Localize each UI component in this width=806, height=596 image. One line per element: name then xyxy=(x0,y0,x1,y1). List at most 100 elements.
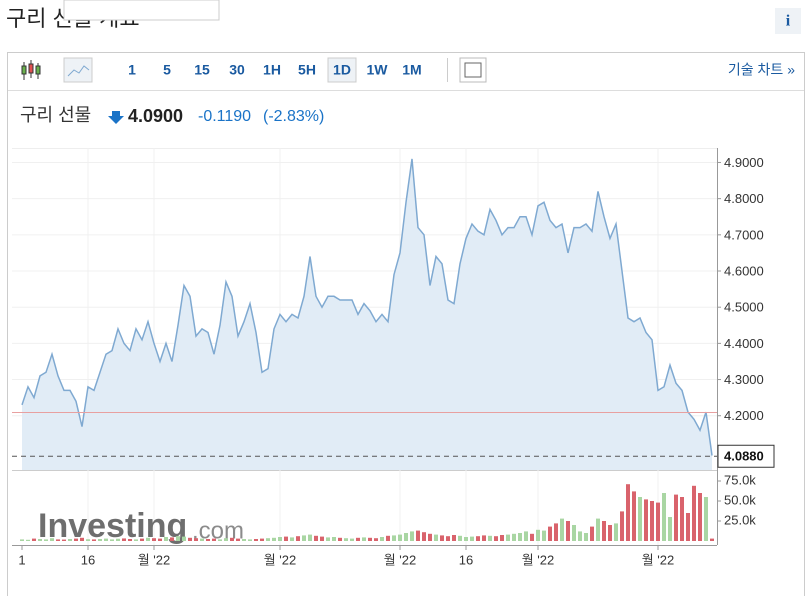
volume-bar xyxy=(626,484,630,541)
interval-active[interactable] xyxy=(327,57,357,83)
volume-bar xyxy=(284,536,288,541)
volume-bar xyxy=(272,537,276,541)
volume-bar xyxy=(374,538,378,541)
volume-bar xyxy=(224,538,228,541)
volume-bar xyxy=(302,535,306,541)
volume-bar xyxy=(530,533,534,541)
volume-bar xyxy=(476,536,480,541)
volume-bar xyxy=(686,513,690,541)
volume-bar xyxy=(296,536,300,541)
layout-icon[interactable] xyxy=(459,57,487,83)
interval[interactable]: 1M xyxy=(402,62,421,78)
interval[interactable]: 30 xyxy=(229,62,245,78)
volume-bar xyxy=(434,534,438,541)
volume-bar xyxy=(50,538,54,541)
tech-chart-link[interactable]: 기술 차트 » xyxy=(728,62,795,78)
volume-bar xyxy=(344,538,348,541)
volume-bar xyxy=(368,537,372,541)
volume-bar xyxy=(44,539,48,541)
volume-bar xyxy=(56,539,60,541)
volume-bar xyxy=(674,494,678,541)
volume-bar xyxy=(488,535,492,541)
volume-bar xyxy=(464,537,468,541)
area-icon[interactable] xyxy=(63,57,93,83)
interval[interactable]: 15 xyxy=(194,62,210,78)
y-tick-label: 4.8000 xyxy=(724,191,764,206)
volume-bar xyxy=(602,521,606,541)
volume-bar xyxy=(356,537,360,541)
volume-bar xyxy=(314,535,318,541)
volume-bar xyxy=(446,536,450,541)
volume-bar xyxy=(320,536,324,541)
volume-bar xyxy=(308,534,312,541)
last-value-box xyxy=(717,444,775,468)
volume-bar xyxy=(386,535,390,541)
volume-bar xyxy=(254,539,258,541)
volume-bar xyxy=(614,523,618,541)
volume-bar xyxy=(404,533,408,541)
interval[interactable]: 5H xyxy=(298,62,316,78)
volume-bar xyxy=(458,535,462,541)
volume-bar xyxy=(290,537,294,541)
volume-bar xyxy=(584,533,588,541)
volume-bar xyxy=(152,538,156,541)
x-tick-label: 월 '22 xyxy=(522,552,555,567)
x-tick-label: 16 xyxy=(81,552,95,567)
volume-bar xyxy=(698,493,702,541)
volume-bar xyxy=(440,535,444,541)
quote-name: 구리 선물 xyxy=(20,105,91,125)
candle-icon[interactable] xyxy=(21,60,41,80)
y-tick-label: 4.4000 xyxy=(724,336,764,351)
x-tick-label: 월 '22 xyxy=(384,552,417,567)
volume-bar xyxy=(170,537,174,541)
volume-bar xyxy=(20,539,24,541)
volume-bar xyxy=(206,539,210,541)
x-tick-label: 1 xyxy=(18,552,25,567)
volume-bar xyxy=(38,539,42,541)
price-area xyxy=(22,158,712,470)
volume-bar xyxy=(680,497,684,541)
y2-tick-label: 75.0k xyxy=(724,472,756,487)
volume-bar xyxy=(176,536,180,541)
watermark: Investing xyxy=(38,507,187,545)
interval[interactable]: 1D xyxy=(333,62,351,78)
y-tick-label: 4.2000 xyxy=(724,408,764,423)
volume-bar xyxy=(134,539,138,541)
volume-bar xyxy=(512,533,516,541)
interval[interactable]: 5 xyxy=(163,62,171,78)
quote-change-pct: (-2.83%) xyxy=(263,108,324,125)
volume-bar xyxy=(518,533,522,541)
frame xyxy=(7,52,805,596)
y-tick-label: 4.7000 xyxy=(724,227,764,242)
x-tick-label: 16 xyxy=(459,552,473,567)
volume-bar xyxy=(110,539,114,541)
volume-bar xyxy=(710,538,714,541)
price-line xyxy=(21,158,713,456)
interval[interactable]: 1 xyxy=(128,62,136,78)
info-button[interactable] xyxy=(775,8,801,34)
quote-change: -0.1190 xyxy=(198,108,251,125)
x-tick-label: 월 '22 xyxy=(642,552,675,567)
volume-bar xyxy=(182,536,186,541)
volume-bar xyxy=(74,538,78,541)
volume-bar xyxy=(428,533,432,541)
volume-bar xyxy=(548,526,552,541)
volume-bar xyxy=(266,538,270,541)
volume-bar xyxy=(86,539,90,541)
volume-bar xyxy=(578,531,582,541)
volume-bar xyxy=(398,534,402,541)
volume-bar xyxy=(644,499,648,541)
volume-bar xyxy=(590,526,594,541)
volume-bar xyxy=(338,537,342,541)
interval[interactable]: 1W xyxy=(367,62,389,78)
volume-bar xyxy=(116,538,120,541)
interval[interactable]: 1H xyxy=(263,62,281,78)
volume-bar xyxy=(26,539,30,541)
volume-bar xyxy=(92,539,96,541)
info-icon[interactable]: i xyxy=(786,13,791,30)
volume-bar xyxy=(554,523,558,541)
volume-bar xyxy=(380,537,384,541)
volume-bar xyxy=(650,501,654,541)
volume-bar xyxy=(536,529,540,541)
